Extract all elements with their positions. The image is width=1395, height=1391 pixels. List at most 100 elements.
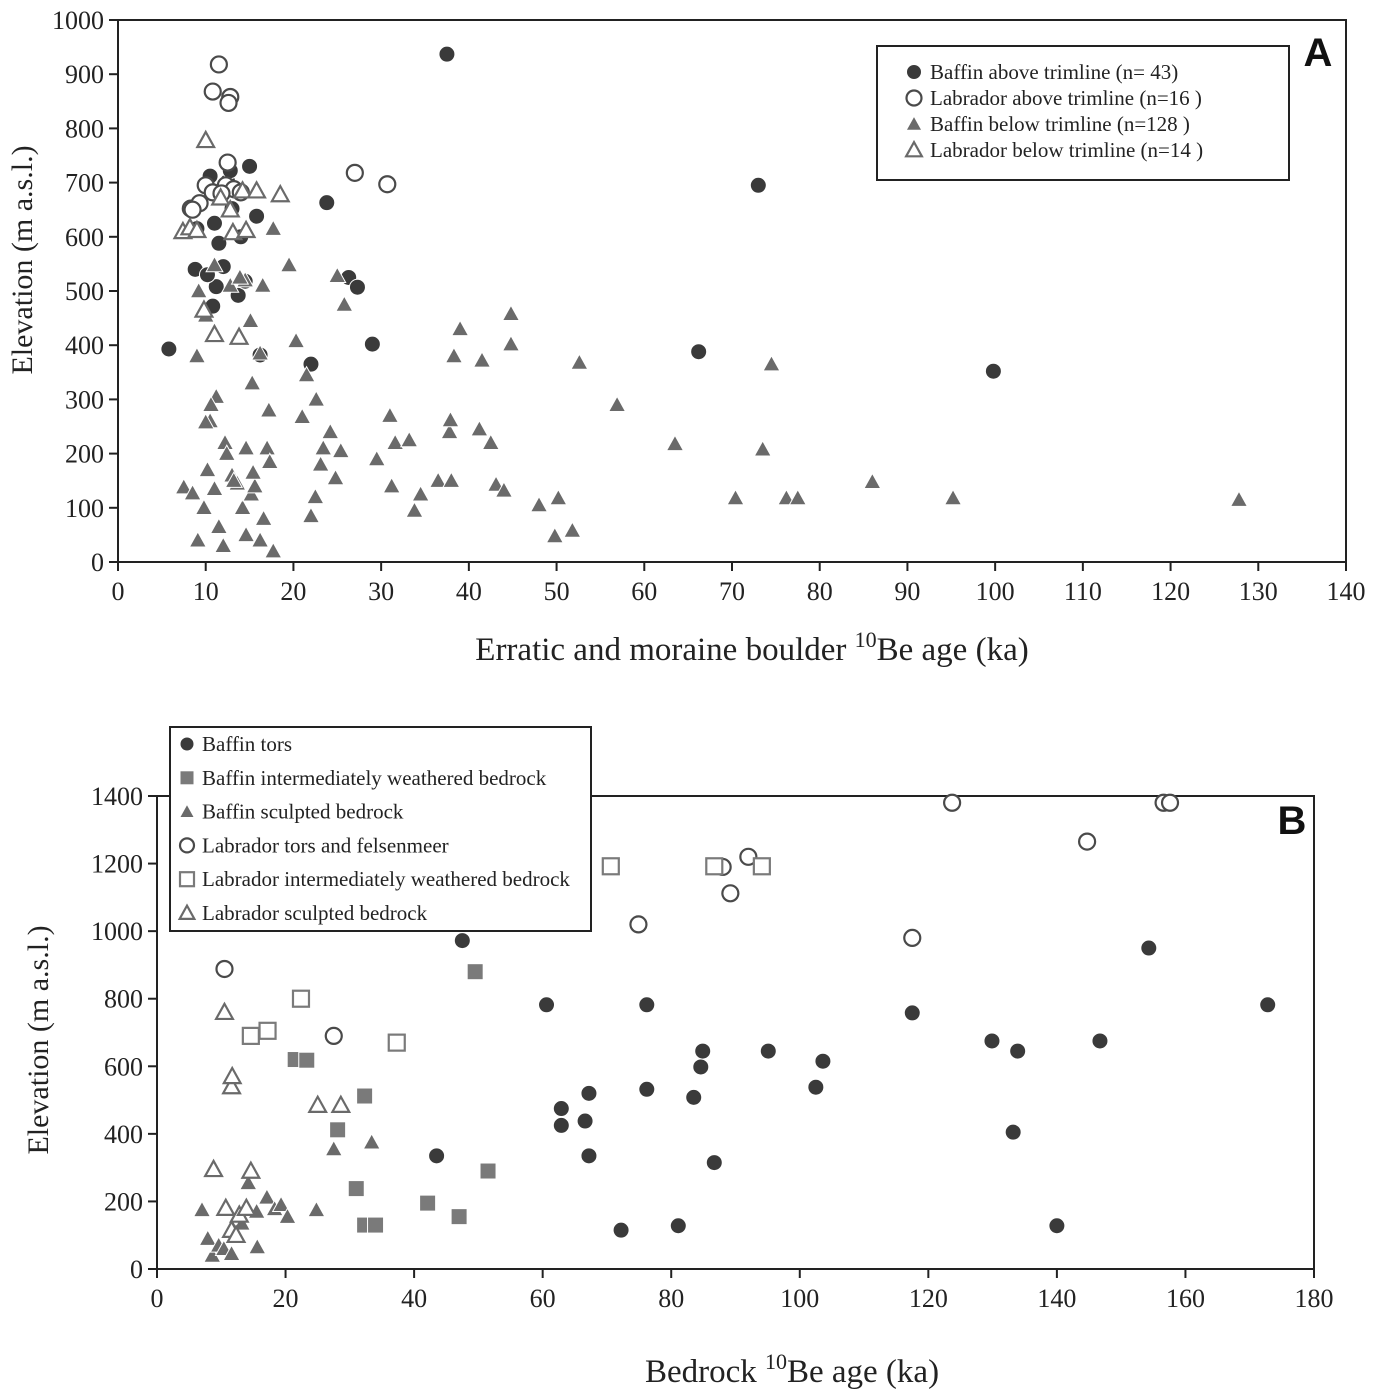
data-point xyxy=(183,200,202,219)
y-tick-label: 400 xyxy=(65,331,104,360)
data-point xyxy=(210,234,228,252)
legend-marker xyxy=(177,903,197,920)
data-point xyxy=(362,1132,381,1150)
series-4-points xyxy=(172,129,291,345)
data-point xyxy=(788,488,808,506)
data-point xyxy=(331,441,351,459)
data-point xyxy=(685,1088,703,1106)
data-point xyxy=(258,1021,277,1040)
data-point xyxy=(943,793,962,812)
data-point xyxy=(160,340,178,358)
data-point xyxy=(501,304,521,321)
panel-label: A xyxy=(1304,31,1333,75)
data-point xyxy=(726,488,745,506)
y-tick-label: 300 xyxy=(65,385,104,414)
legend-marker xyxy=(905,115,923,131)
data-point xyxy=(347,1180,365,1198)
data-point xyxy=(250,530,270,548)
data-point xyxy=(198,1229,218,1246)
data-point xyxy=(257,1187,277,1205)
data-point xyxy=(328,266,347,284)
data-point xyxy=(552,1100,570,1118)
y-tick-label: 800 xyxy=(65,114,104,143)
data-point xyxy=(207,278,225,296)
x-tick-label: 110 xyxy=(1064,577,1102,606)
legend-label: Labrador above trimline (n=16 ) xyxy=(930,86,1202,110)
data-point xyxy=(382,476,401,494)
data-point xyxy=(580,1084,598,1102)
data-point xyxy=(863,472,882,490)
data-point xyxy=(194,498,214,516)
data-point xyxy=(453,932,471,950)
data-point xyxy=(411,484,430,502)
data-point xyxy=(221,1075,242,1095)
legend-marker xyxy=(179,770,195,786)
data-point xyxy=(943,488,963,506)
data-point xyxy=(538,996,556,1014)
data-point xyxy=(324,1026,343,1045)
data-point xyxy=(254,509,273,526)
data-point xyxy=(442,471,461,488)
y-tick-label: 1400 xyxy=(91,782,143,811)
data-point xyxy=(228,326,250,345)
data-point xyxy=(549,488,568,506)
panel-b-chart: 0 20 40 60 80 100 120 140 160 180 0 200 400 600 800 100… xyxy=(22,726,1334,1390)
legend-label: Labrador sculpted bedrock xyxy=(202,901,428,925)
data-point xyxy=(721,884,740,903)
panel-a-chart: 0 10 20 30 40 50 60 70 80 90 100 110 120 130 140 0 100 20… xyxy=(6,6,1366,668)
data-point xyxy=(225,1224,247,1244)
data-point xyxy=(205,479,224,497)
data-point xyxy=(405,501,424,518)
data-point xyxy=(298,1051,316,1069)
data-point xyxy=(638,996,656,1014)
data-point xyxy=(241,311,260,329)
data-point xyxy=(220,199,241,218)
data-point xyxy=(983,1032,1001,1050)
data-point xyxy=(612,1221,630,1239)
data-point xyxy=(291,989,311,1008)
legend-marker xyxy=(905,89,923,107)
data-point xyxy=(306,487,325,505)
data-point xyxy=(494,481,514,498)
legend-label: Baffin sculpted bedrock xyxy=(202,800,404,824)
y-tick-label: 600 xyxy=(104,1052,143,1081)
series-3-points xyxy=(174,219,1249,559)
x-tick-label: 130 xyxy=(1239,577,1278,606)
data-point xyxy=(629,915,648,934)
data-point xyxy=(210,187,231,206)
data-point xyxy=(759,1042,777,1060)
data-point xyxy=(196,412,215,430)
data-point xyxy=(232,180,253,199)
data-point xyxy=(356,1087,374,1105)
data-point xyxy=(215,433,235,450)
data-point xyxy=(705,857,724,876)
series-1-points xyxy=(160,45,1002,380)
data-point xyxy=(311,455,330,472)
series-2-points xyxy=(286,963,497,1234)
data-point xyxy=(240,1160,262,1179)
data-point xyxy=(380,406,400,423)
x-axis-title: Erratic and moraine boulder 10Be age (ka… xyxy=(475,627,1028,668)
data-point xyxy=(246,180,267,199)
data-point xyxy=(243,463,263,480)
data-point xyxy=(253,276,272,293)
y-tick-label: 0 xyxy=(130,1255,143,1284)
data-point xyxy=(324,1139,344,1157)
series-1-points xyxy=(428,932,1277,1239)
data-point xyxy=(345,163,364,182)
data-point xyxy=(306,389,326,407)
data-point xyxy=(749,176,767,194)
data-point xyxy=(189,281,208,299)
x-tick-label: 100 xyxy=(780,1284,819,1313)
legend: Baffin tors Baffin intermediately weather… xyxy=(169,726,592,932)
data-point xyxy=(245,476,265,494)
data-point xyxy=(570,353,589,370)
x-tick-label: 120 xyxy=(909,1284,948,1313)
data-point xyxy=(479,1162,497,1180)
data-point xyxy=(217,444,237,461)
legend-label: Labrador below trimline (n=14 ) xyxy=(930,138,1203,162)
legend: Baffin above trimline (n= 43)Labrador ab… xyxy=(876,45,1290,181)
data-point xyxy=(450,319,470,337)
data-point xyxy=(607,395,627,413)
